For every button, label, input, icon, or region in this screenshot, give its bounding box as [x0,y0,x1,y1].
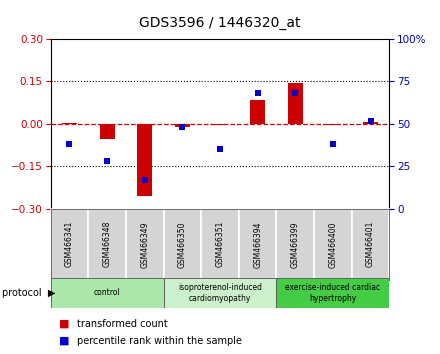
Bar [126,209,164,280]
Text: GSM466400: GSM466400 [328,221,337,268]
Bar [326,124,341,125]
Text: ■: ■ [59,336,70,346]
Text: GSM466341: GSM466341 [65,221,74,268]
Bar [137,124,152,196]
Bar [239,209,276,280]
Text: GSM466351: GSM466351 [216,221,224,268]
Text: exercise-induced cardiac
hypertrophy: exercise-induced cardiac hypertrophy [286,283,381,303]
Text: GSM466350: GSM466350 [178,221,187,268]
Bar [213,124,227,125]
Text: ■: ■ [59,319,70,329]
Bar [276,209,314,280]
Text: GSM466394: GSM466394 [253,221,262,268]
Text: transformed count: transformed count [77,319,168,329]
Bar [288,83,303,124]
Bar [314,209,352,280]
Bar [352,209,389,280]
Bar [99,124,114,139]
Text: GSM466349: GSM466349 [140,221,149,268]
Text: protocol  ▶: protocol ▶ [2,288,55,298]
Bar [62,123,77,124]
Text: GDS3596 / 1446320_at: GDS3596 / 1446320_at [139,16,301,30]
Bar [164,278,276,308]
Text: GSM466401: GSM466401 [366,221,375,268]
Bar [250,100,265,124]
Bar [88,209,126,280]
Bar [51,209,88,280]
Text: GSM466399: GSM466399 [291,221,300,268]
Text: isoproterenol-induced
cardiomyopathy: isoproterenol-induced cardiomyopathy [178,283,262,303]
Text: control: control [94,289,121,297]
Bar [276,278,389,308]
Text: GSM466348: GSM466348 [103,221,112,268]
Bar [51,278,164,308]
Bar [175,124,190,127]
Text: percentile rank within the sample: percentile rank within the sample [77,336,242,346]
Bar [164,209,201,280]
Bar [201,209,239,280]
Bar [363,122,378,124]
